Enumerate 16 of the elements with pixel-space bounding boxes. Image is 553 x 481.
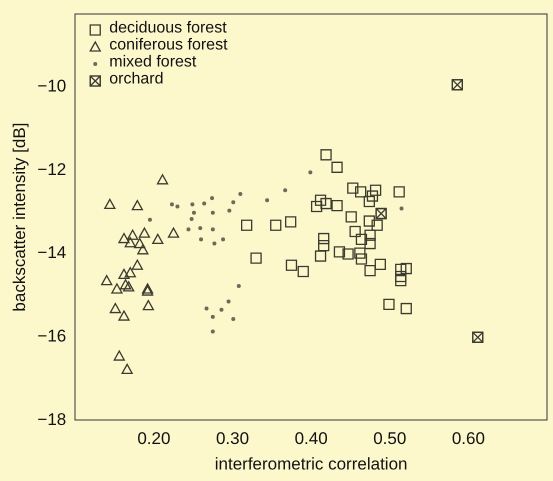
legend-label: deciduous forest [109, 19, 228, 36]
legend-label: orchard [109, 70, 164, 88]
y-axis-title: backscatter intensity [dB] [10, 122, 29, 312]
x-tick-label: 0.30 [216, 429, 250, 448]
legend-label: coniferous forest [109, 36, 228, 54]
x-tick-label: 0.60 [452, 429, 485, 448]
y-tick-label: −14 [37, 243, 66, 262]
legend-label: mixed forest [109, 53, 197, 70]
y-tick-label: −10 [37, 76, 66, 96]
y-tick-label: −12 [37, 160, 66, 179]
x-tick-label: 0.50 [373, 429, 406, 448]
y-tick-label: −16 [37, 326, 66, 346]
x-axis-title: interferometric correlation [214, 454, 408, 474]
y-tick-label: −18 [37, 410, 66, 429]
x-tick-label: 0.20 [137, 429, 170, 448]
x-tick-label: 0.40 [294, 429, 328, 448]
